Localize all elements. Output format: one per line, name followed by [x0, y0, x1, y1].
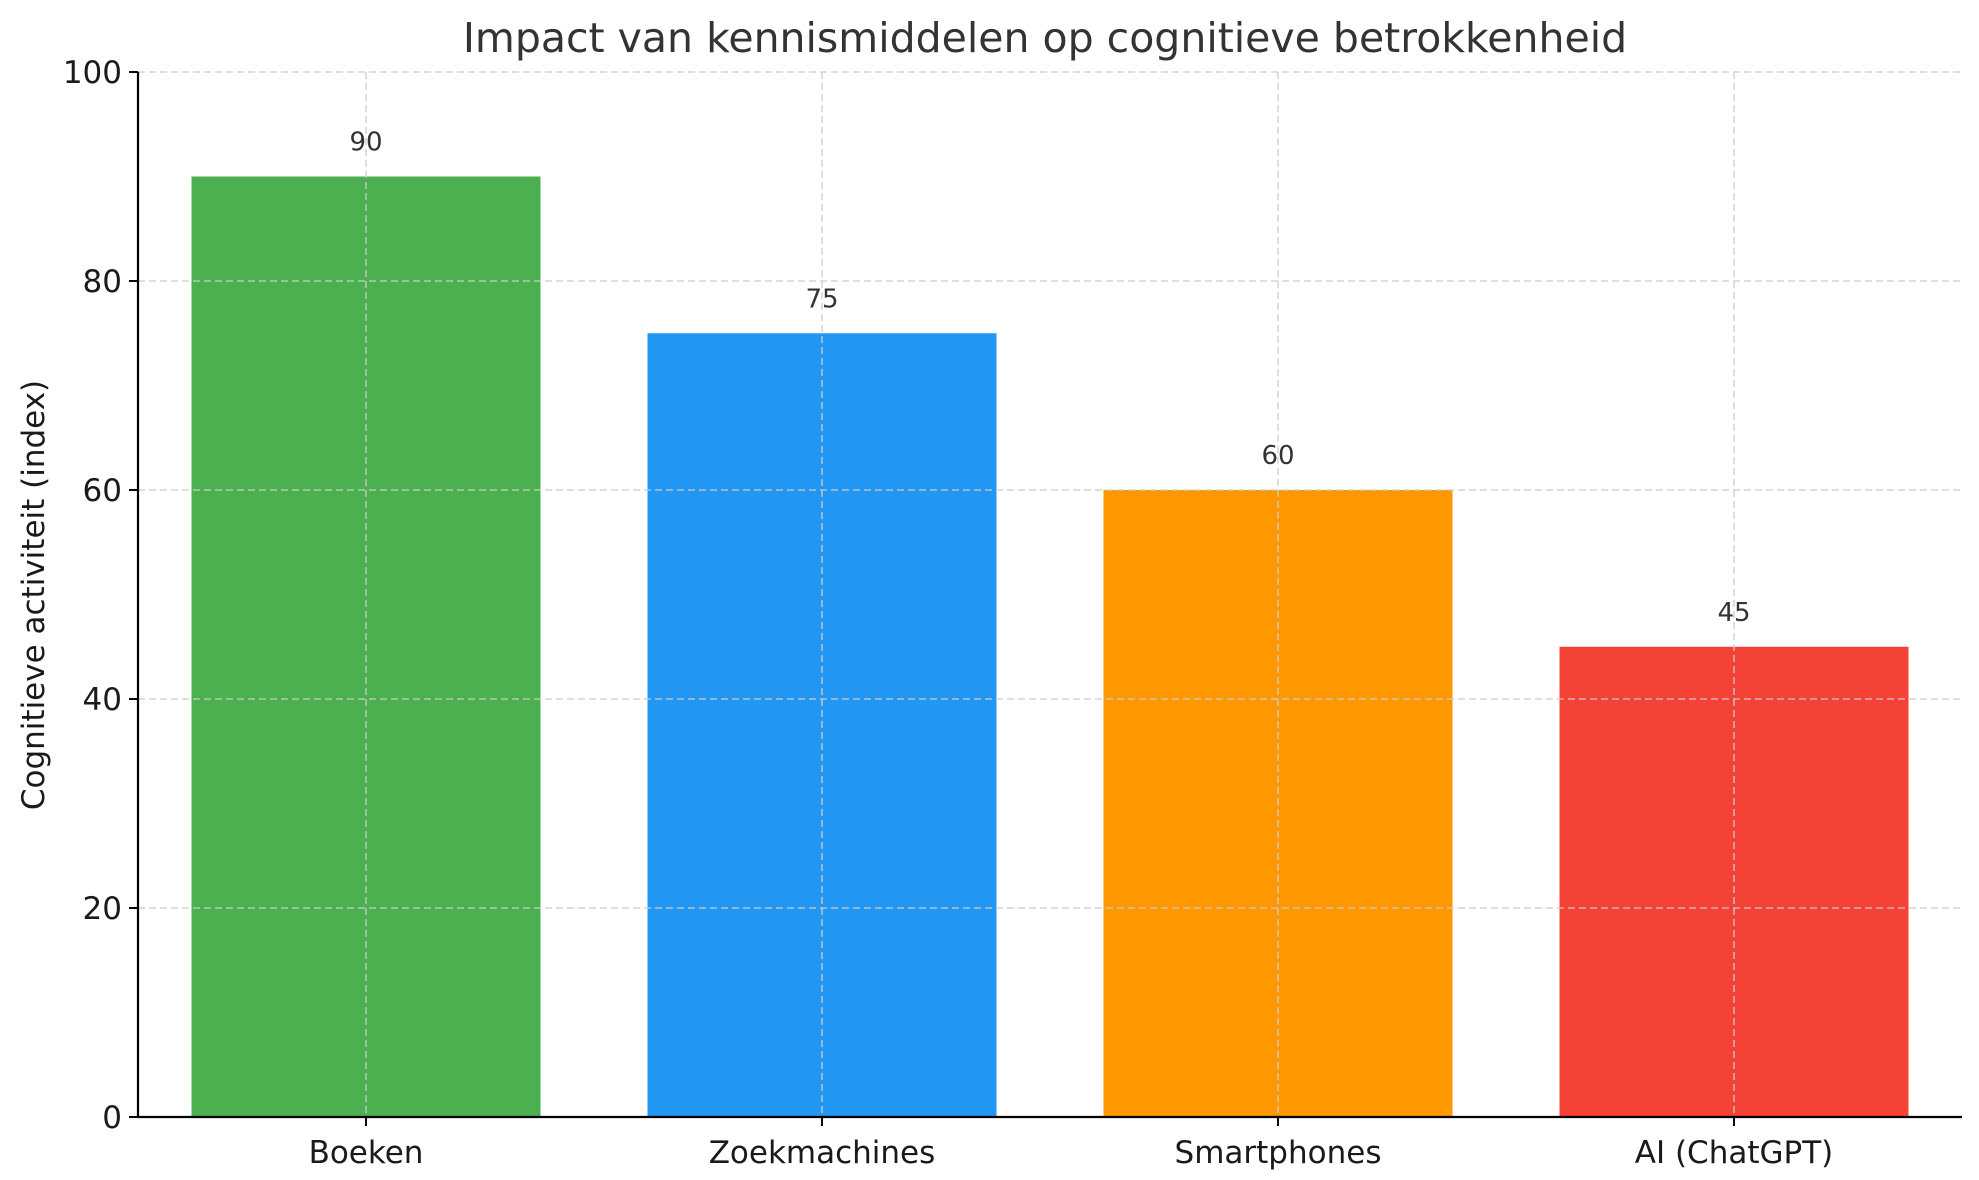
chart-title: Impact van kennismiddelen op cognitieve …	[463, 14, 1627, 62]
y-tick-label: 80	[83, 264, 122, 300]
y-tick-labels: 0 20 40 60 80 100	[63, 55, 122, 1136]
x-tick-label: Zoekmachines	[709, 1135, 936, 1171]
y-tick-label: 60	[83, 473, 122, 509]
x-tick-label: AI (ChatGPT)	[1635, 1135, 1834, 1171]
bar-value-label: 90	[349, 128, 382, 158]
bar-value-label: 75	[805, 284, 838, 314]
grid	[138, 71, 1962, 1117]
x-tick-label: Smartphones	[1175, 1135, 1382, 1171]
axes	[129, 71, 1962, 1126]
value-labels: 90 75 60 45	[349, 128, 1750, 628]
bars	[191, 176, 1909, 1117]
y-axis-label: Cognitieve activiteit (index)	[16, 380, 52, 810]
bar-value-label: 45	[1717, 598, 1750, 628]
y-tick-label: 0	[102, 1100, 122, 1136]
x-tick-label: Boeken	[309, 1135, 424, 1171]
bar-value-label: 60	[1261, 441, 1294, 471]
y-tick-label: 40	[83, 682, 122, 718]
y-tick-label: 20	[83, 891, 122, 927]
x-tick-labels: Boeken Zoekmachines Smartphones AI (ChatGPT…	[309, 1135, 1834, 1171]
y-tick-label: 100	[63, 55, 122, 91]
